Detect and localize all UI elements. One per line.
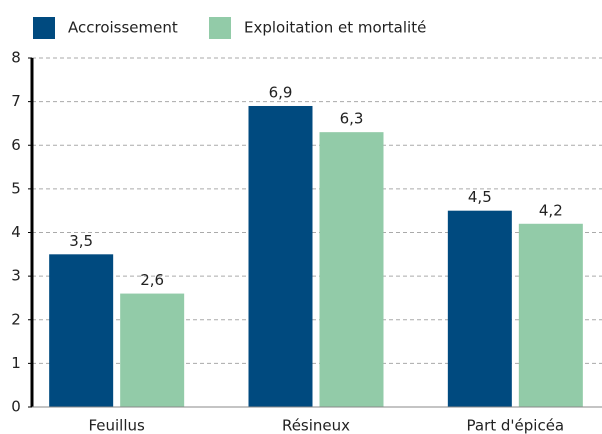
bar: [120, 293, 185, 407]
value-label: 3,5: [69, 232, 93, 250]
value-label: 4,5: [468, 188, 492, 206]
x-tick-label: Feuillus: [88, 417, 145, 434]
legend-swatch: [209, 17, 231, 39]
bar: [49, 254, 114, 407]
bar: [447, 210, 512, 407]
x-tick-label: Part d'épicéa: [467, 417, 565, 434]
legend-label: Accroissement: [68, 19, 178, 37]
y-tick-label: 5: [11, 179, 21, 197]
value-label: 6,3: [340, 110, 364, 128]
y-tick-label: 8: [11, 49, 21, 67]
legend-swatch: [33, 17, 55, 39]
value-label: 6,9: [269, 83, 293, 101]
x-tick-label: Résineux: [282, 417, 350, 434]
y-tick-label: 0: [11, 398, 21, 416]
bar: [319, 132, 384, 407]
y-tick-label: 6: [11, 136, 21, 154]
bar: [248, 105, 313, 408]
y-tick-label: 7: [11, 92, 21, 110]
y-tick-label: 1: [11, 354, 21, 372]
y-tick-label: 4: [11, 223, 21, 241]
bar: [518, 223, 583, 407]
legend-label: Exploitation et mortalité: [244, 19, 426, 37]
y-tick-label: 3: [11, 267, 21, 285]
y-tick-label: 2: [11, 310, 21, 328]
value-label: 2,6: [140, 271, 164, 289]
value-label: 4,2: [539, 201, 563, 219]
